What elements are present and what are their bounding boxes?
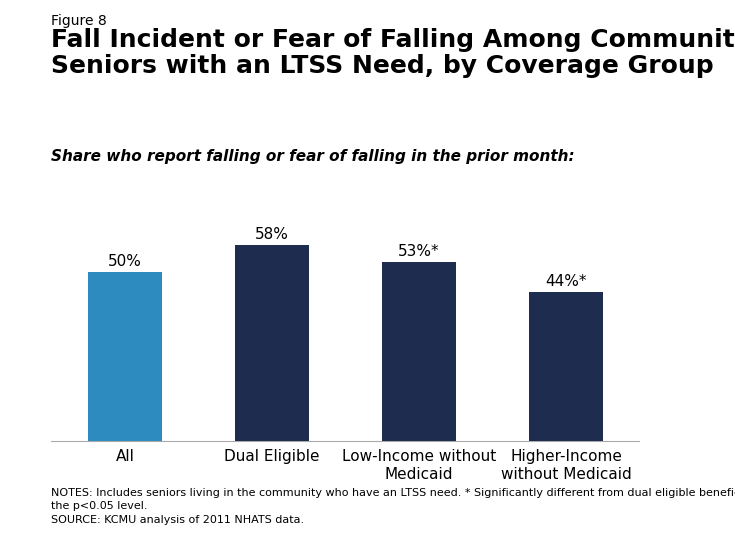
Bar xyxy=(235,245,309,441)
Text: SOURCE: KCMU analysis of 2011 NHATS data.: SOURCE: KCMU analysis of 2011 NHATS data… xyxy=(51,515,304,525)
Text: Share who report falling or fear of falling in the prior month:: Share who report falling or fear of fall… xyxy=(51,149,575,164)
Text: Figure 8: Figure 8 xyxy=(51,14,107,28)
Text: Fall Incident or Fear of Falling Among Community-Based
Seniors with an LTSS Need: Fall Incident or Fear of Falling Among C… xyxy=(51,28,735,78)
Text: 58%: 58% xyxy=(255,227,289,242)
Text: the p<0.05 level.: the p<0.05 level. xyxy=(51,501,148,511)
Text: 53%*: 53%* xyxy=(398,244,440,259)
Text: 50%: 50% xyxy=(108,254,142,269)
Text: NOTES: Includes seniors living in the community who have an LTSS need. * Signifi: NOTES: Includes seniors living in the co… xyxy=(51,488,735,498)
Bar xyxy=(88,272,162,441)
Text: FOUNDATION: FOUNDATION xyxy=(651,534,698,539)
Bar xyxy=(529,292,603,441)
Text: FAMILY: FAMILY xyxy=(648,517,700,530)
Text: 44%*: 44%* xyxy=(545,274,587,289)
Text: THE HENRY J.: THE HENRY J. xyxy=(651,494,698,500)
Bar xyxy=(382,262,456,441)
Text: KAISER: KAISER xyxy=(648,505,701,517)
